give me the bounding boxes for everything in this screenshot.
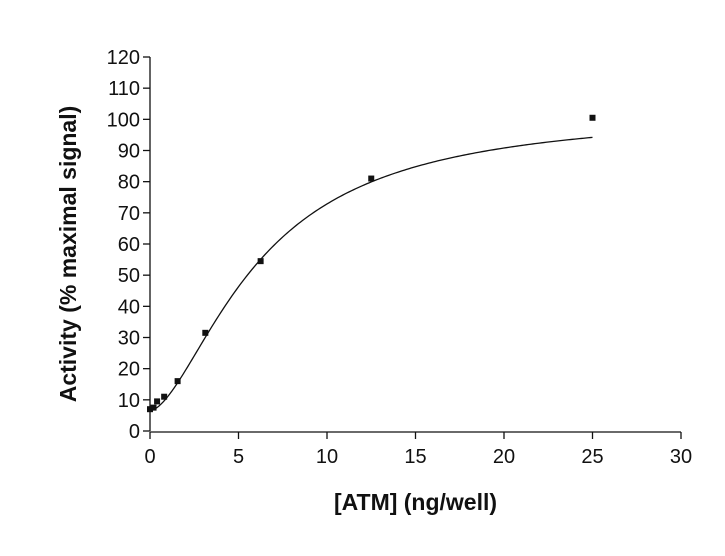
data-point [202,329,209,336]
x-tick-label: 20 [493,446,515,468]
data-point [150,404,157,411]
data-point [154,398,161,405]
y-tick-label: 60 [118,234,140,256]
y-tick-label: 100 [107,109,140,131]
y-axis-title: Activity (% maximal signal) [55,106,81,403]
y-tick-label: 70 [118,203,140,225]
data-point [161,393,168,400]
data-point [147,406,153,413]
y-tick-label: 50 [118,265,140,287]
fit-curve [149,136,593,412]
y-tick-label: 90 [118,141,140,163]
data-points [147,114,596,413]
y-tick-label: 0 [129,421,140,443]
data-point [257,258,264,265]
y-tick-label: 120 [107,47,140,69]
data-point [589,114,596,121]
x-tick-label: 5 [233,446,244,468]
x-tick-label: 25 [581,446,603,468]
y-tick-label: 110 [108,78,140,100]
x-axis-ticks: 0 5 10 15 20 25 30 [144,432,692,468]
axes [149,57,681,433]
y-axis-ticks: 0 10 20 30 40 50 60 70 80 90 100 110 120 [107,47,150,443]
y-tick-label: 30 [118,328,140,350]
x-tick-label: 15 [404,446,426,468]
x-tick-label: 0 [144,446,155,468]
x-tick-label: 30 [670,446,692,468]
x-tick-label: 10 [316,446,338,468]
y-tick-label: 20 [118,359,140,381]
y-tick-label: 80 [118,172,140,194]
x-axis-title: [ATM] (ng/well) [334,489,497,515]
data-point [174,378,181,385]
y-tick-label: 10 [118,390,140,412]
y-tick-label: 40 [118,296,140,318]
data-point [368,175,375,182]
